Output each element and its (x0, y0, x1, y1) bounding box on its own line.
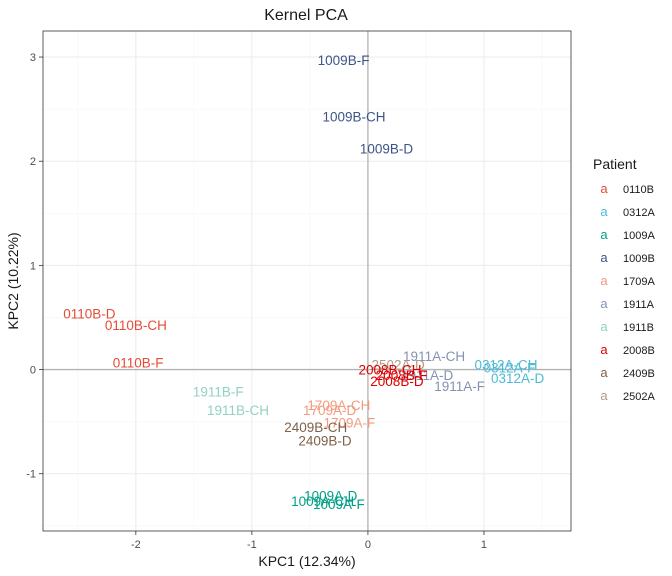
legend-label: 2502A (623, 391, 655, 403)
point-label: 1009B-CH (322, 109, 385, 124)
point-label: 0312A-F (484, 360, 536, 375)
x-tick-label: -2 (131, 539, 141, 551)
zero-lines (43, 31, 571, 531)
legend-label: 1009B (623, 253, 655, 265)
point-label: 1911A-D (401, 368, 454, 383)
point-label: 0110B-F (113, 355, 164, 370)
point-label: 1709A-F (323, 416, 375, 431)
legend-key: a (600, 181, 608, 196)
legend-label: 1009A (623, 230, 655, 242)
x-tick-label: 0 (365, 539, 371, 551)
legend-label: 2008B (623, 345, 655, 357)
legend-key: a (600, 319, 608, 334)
point-label: 1009B-D (360, 142, 414, 157)
point-label: 1009B-F (318, 53, 370, 68)
y-tick-label: 0 (30, 365, 36, 377)
point-label: 1911B-CH (207, 403, 269, 418)
y-tick-label: 3 (30, 52, 36, 64)
point-label: 1911A-CH (403, 349, 465, 364)
point-label: 2409B-D (298, 433, 352, 448)
point-label: 2008B-CH (358, 363, 421, 378)
point-label: 1009A-F (313, 497, 365, 512)
legend-label: 2409B (623, 368, 655, 380)
legend-label: 1911B (623, 322, 654, 334)
point-label: 2409B-CH (284, 420, 347, 435)
axis-ticks: -2 -1 0 1 -1 0 1 2 3 (26, 52, 487, 551)
legend-key: a (600, 204, 608, 219)
y-tick-label: 1 (30, 260, 36, 272)
point-label: 2008B-D (370, 374, 424, 389)
legend-key: a (600, 273, 608, 288)
point-label: 1009A-D (304, 489, 358, 504)
point-label: 1709A-CH (307, 398, 370, 413)
legend-label: 1911A (623, 299, 655, 311)
legend-title: Patient (593, 156, 637, 172)
point-label: 0110B-CH (105, 318, 167, 333)
legend-key: a (600, 342, 608, 357)
y-tick-label: -1 (26, 469, 36, 481)
point-label: 2502A-D (371, 357, 425, 372)
x-tick-label: 1 (481, 539, 487, 551)
legend-label: 1709A (623, 276, 655, 288)
legend-key: a (600, 365, 608, 380)
legend-key: a (600, 296, 608, 311)
point-label: 1911A-F (434, 379, 485, 394)
point-label: 1709A-D (303, 403, 357, 418)
legend-label: 0312A (623, 207, 655, 219)
point-label: 1009A-CH (291, 494, 354, 509)
plot-panel (43, 31, 571, 531)
plot-panel-border (42, 30, 572, 532)
legend: Patient a 0110B a 0312A a 1009A a 1009B a 1709A a 1… (593, 156, 655, 403)
point-label: 0312A-CH (474, 357, 537, 372)
point-label: 0312A-D (491, 371, 545, 386)
point-label: 0110B-D (63, 306, 116, 321)
point-label: 2008B-F (376, 368, 428, 383)
y-axis-title: KPC2 (10.22%) (5, 232, 21, 329)
legend-label: 0110B (623, 184, 654, 196)
legend-key: a (600, 388, 608, 403)
x-axis-title: KPC1 (12.34%) (258, 553, 355, 569)
legend-key: a (600, 227, 608, 242)
point-label: 1911B-F (193, 384, 244, 399)
legend-key: a (600, 250, 608, 265)
x-tick-label: -1 (247, 539, 257, 551)
y-tick-label: 2 (30, 156, 36, 168)
chart-title: Kernel PCA (264, 7, 348, 24)
